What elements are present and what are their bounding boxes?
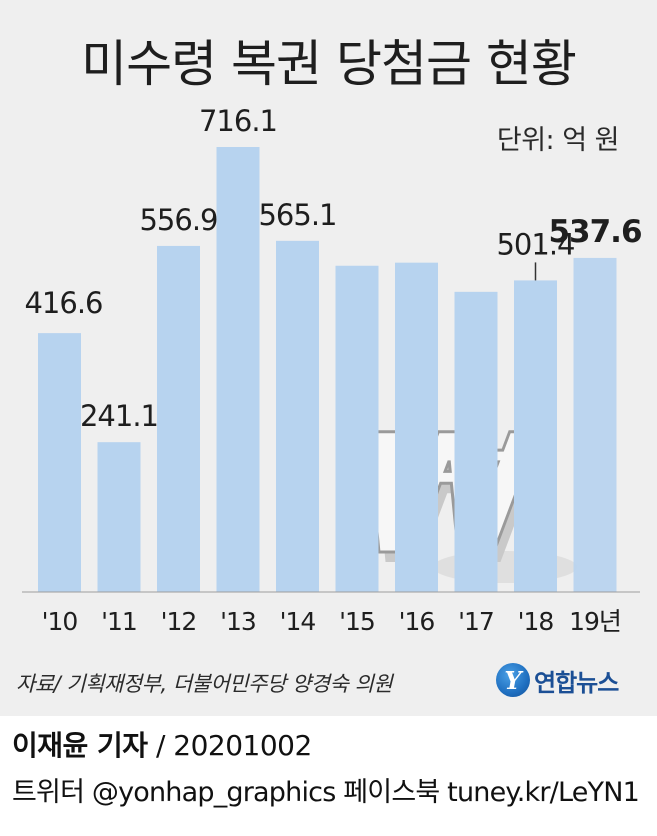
data-label-3: 716.1 xyxy=(199,104,277,138)
data-label-9: 537.6 xyxy=(548,214,641,250)
bar-9 xyxy=(573,257,617,592)
bar-7 xyxy=(454,291,498,592)
source-note: 자료/ 기획재정부, 더불어민주당 양경숙 의원 xyxy=(16,672,393,696)
bar-5 xyxy=(335,265,379,592)
bar-3 xyxy=(216,147,260,592)
data-label-8: 501.4 xyxy=(496,227,574,261)
bar-8 xyxy=(514,280,557,592)
x-tick-label-0: '10 xyxy=(42,607,78,636)
data-label-4: 565.1 xyxy=(258,198,336,232)
data-label-2: 556.9 xyxy=(139,203,217,237)
x-tick-label-2: '12 xyxy=(161,607,197,636)
social-links: 트위터 @yonhap_graphics 페이스북 tuney.kr/LeYN1 xyxy=(12,777,640,808)
unit-label: 단위: 억 원 xyxy=(496,125,620,156)
chart-panel: 미수령 복권 당첨금 현황 단위: 억 원 ₩ ₩ 416.6 241.1 556.… xyxy=(0,0,657,716)
data-label-0: 416.6 xyxy=(24,286,102,320)
x-tick-label-5: '15 xyxy=(339,607,375,636)
data-label-1: 241.1 xyxy=(80,399,158,433)
yonhap-logo-text: 연합뉴스 xyxy=(534,668,619,697)
reporter-name: 이재윤 기자 xyxy=(12,729,148,762)
byline: 이재윤 기자 / 20201002 xyxy=(12,724,312,764)
yonhap-logo: Y 연합뉴스 xyxy=(496,660,619,700)
bar-6 xyxy=(395,262,438,592)
bar-4 xyxy=(276,240,319,592)
x-tick-label-3: '13 xyxy=(220,607,256,636)
x-tick-label-4: '14 xyxy=(280,607,316,636)
x-tick-label-1: '11 xyxy=(101,607,137,636)
x-tick-label-8: '18 xyxy=(518,607,554,636)
chart-title: 미수령 복권 당첨금 현황 xyxy=(81,35,577,93)
bar-1 xyxy=(97,442,141,592)
x-tick-label-9: 19년 xyxy=(569,607,621,636)
publish-date: / 20201002 xyxy=(147,729,312,762)
bar-chart: ₩ ₩ 416.6241.1556.9716.1565.1501.4537.6 … xyxy=(22,104,643,636)
bar-0 xyxy=(38,333,81,592)
yonhap-logo-mark: Y xyxy=(496,663,530,697)
x-tick-label-7: '17 xyxy=(458,607,494,636)
bar-2 xyxy=(157,245,200,593)
x-tick-label-6: '16 xyxy=(399,607,435,636)
